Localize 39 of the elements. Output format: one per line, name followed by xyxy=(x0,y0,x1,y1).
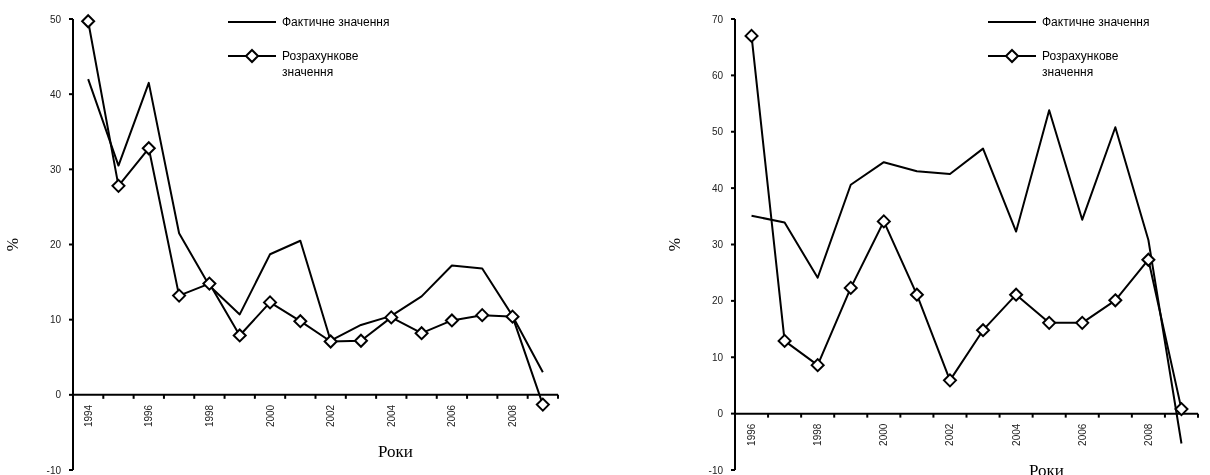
y-axis-title: % xyxy=(666,237,683,252)
y-tick-label: 20 xyxy=(711,295,724,307)
x-tick-label: 2002 xyxy=(325,404,337,428)
y-tick-label: 70 xyxy=(711,13,724,25)
x-tick-label: 2002 xyxy=(944,423,956,446)
x-tick-label: 2004 xyxy=(385,404,397,428)
y-tick-label: 40 xyxy=(49,88,62,100)
y-tick-label: 0 xyxy=(55,389,62,401)
y-axis-title: % xyxy=(4,237,21,252)
y-tick-label: -10 xyxy=(708,464,724,475)
y-tick-label: 10 xyxy=(49,314,62,326)
y-tick-label: 30 xyxy=(711,239,724,250)
x-tick-label: 1996 xyxy=(746,423,758,446)
y-tick-label: 50 xyxy=(49,13,62,25)
y-tick-label: 50 xyxy=(711,126,724,138)
x-tick-label: 1998 xyxy=(812,423,824,446)
x-tick-label: 2004 xyxy=(1010,423,1022,446)
x-tick-label: 1998 xyxy=(203,404,215,428)
y-tick-label: 20 xyxy=(49,239,62,250)
legend-label: Розрахункове значення xyxy=(282,49,359,79)
y-tick-label: -10 xyxy=(46,464,62,475)
x-tick-label: 2006 xyxy=(446,404,458,428)
legend-label: Фактичне значення xyxy=(282,15,390,30)
y-tick-label: 30 xyxy=(49,163,62,175)
x-tick-label: 2008 xyxy=(1142,423,1154,446)
x-axis-title: Роки xyxy=(1029,460,1064,475)
legend-label: Фактичне значення xyxy=(1042,15,1150,30)
y-tick-label: 10 xyxy=(711,351,724,363)
x-tick-label: 2000 xyxy=(264,404,276,428)
y-tick-label: 0 xyxy=(717,408,724,420)
y-tick-label: 60 xyxy=(711,69,724,81)
x-tick-label: 2006 xyxy=(1076,423,1088,446)
x-tick-label: 2008 xyxy=(507,404,519,428)
x-axis-title: Роки xyxy=(378,441,413,461)
y-tick-label: 40 xyxy=(711,182,724,194)
legend-label: Розрахункове значення xyxy=(1042,49,1119,79)
x-tick-label: 2000 xyxy=(878,423,890,446)
x-tick-label: 1994 xyxy=(82,404,94,428)
x-tick-label: 1996 xyxy=(143,404,155,428)
